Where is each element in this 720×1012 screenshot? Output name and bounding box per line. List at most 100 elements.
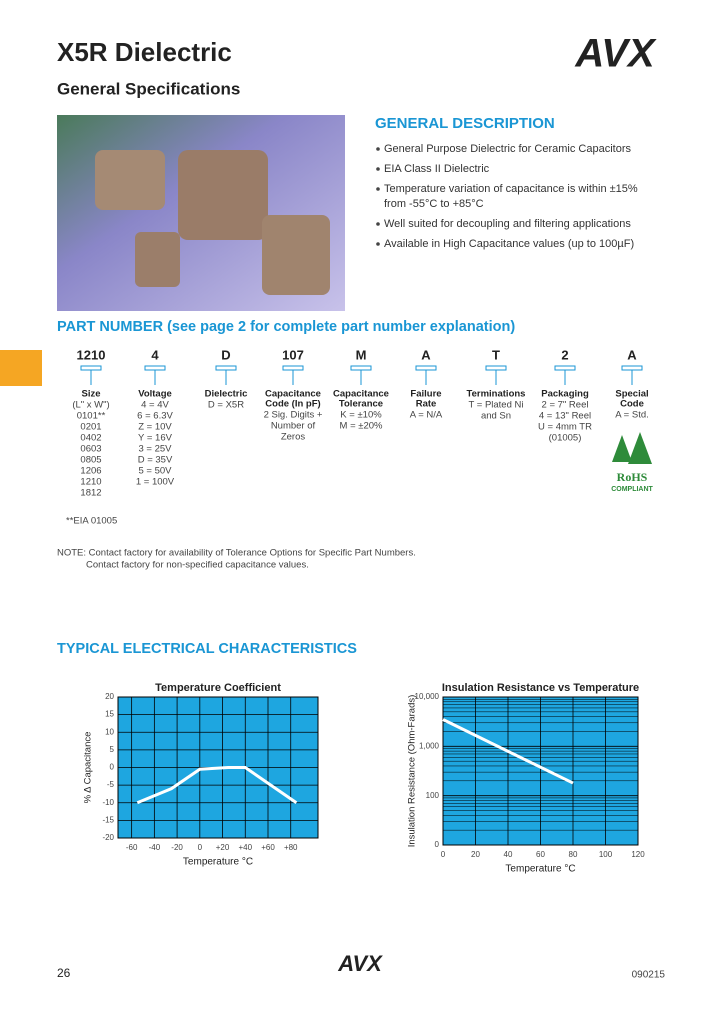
- bullet-text: General Purpose Dielectric for Ceramic C…: [384, 143, 631, 155]
- y-tick-label: 10,000: [415, 692, 440, 701]
- column-label: Packaging: [541, 389, 589, 400]
- column-line: D = 35V: [138, 455, 173, 466]
- bullet-dot: [376, 187, 380, 191]
- column-line: 0805: [80, 455, 101, 466]
- column-line: 0101**: [77, 411, 106, 422]
- column-label: Dielectric: [205, 389, 248, 400]
- column-line: (L" x W"): [72, 400, 109, 411]
- title: X5R Dielectric: [57, 37, 232, 67]
- data-line: [442, 718, 574, 785]
- column-line: Y = 16V: [138, 433, 173, 444]
- x-tick-label: +20: [216, 843, 230, 852]
- bullet-dot: [376, 167, 380, 171]
- x-tick-label: 20: [471, 850, 480, 859]
- side-tab: [0, 350, 42, 386]
- x-axis-label: Temperature °C: [183, 857, 253, 868]
- column-line: (01005): [549, 433, 582, 444]
- x-tick-label: +40: [238, 843, 252, 852]
- bullet-text: EIA Class II Dielectric: [384, 163, 490, 175]
- x-tick-label: 100: [599, 850, 613, 859]
- part-code: 4: [151, 347, 159, 362]
- column-line: K = ±10%: [340, 410, 382, 421]
- part-code: 107: [282, 347, 304, 362]
- capacitor: [135, 232, 180, 287]
- capacitor: [178, 150, 268, 240]
- code-bracket: [144, 365, 166, 371]
- column-label: Code: [620, 399, 644, 410]
- x-tick-label: 80: [569, 850, 578, 859]
- x-tick-label: +80: [284, 843, 298, 852]
- x-tick-label: 60: [536, 850, 545, 859]
- column-label: Terminations: [467, 389, 526, 400]
- code-bracket: [282, 365, 304, 371]
- code-bracket: [415, 365, 437, 371]
- part-code: D: [221, 347, 230, 362]
- bullet-dot: [376, 222, 380, 226]
- logo: AVX: [574, 32, 657, 76]
- y-tick-label: 10: [105, 727, 114, 736]
- note: Contact factory for non-specified capaci…: [86, 560, 309, 571]
- chart-title: Temperature Coefficient: [155, 682, 281, 694]
- code-bracket: [621, 365, 643, 371]
- column-line: 6 = 6.3V: [137, 411, 173, 422]
- column-line: 2 = 7" Reel: [542, 400, 589, 411]
- part-code: A: [421, 347, 431, 362]
- column-line: M = ±20%: [340, 421, 384, 432]
- column-line: Z = 10V: [138, 422, 172, 433]
- bullet-dot: [376, 147, 380, 151]
- capacitor: [262, 215, 330, 295]
- column-label: Special: [615, 389, 648, 400]
- x-tick-label: -40: [149, 843, 161, 852]
- rohs-sub: COMPLIANT: [611, 486, 653, 493]
- column-line: 0603: [80, 444, 101, 455]
- column-line: 2 Sig. Digits +: [264, 410, 323, 421]
- tree: [628, 432, 652, 464]
- chart-title: Insulation Resistance vs Temperature: [442, 682, 639, 694]
- y-tick-label: 0: [110, 763, 115, 772]
- y-tick-label: -10: [102, 798, 114, 807]
- x-tick-label: 120: [631, 850, 645, 859]
- code-bracket: [350, 365, 372, 371]
- section-heading: PART NUMBER (see page 2 for complete par…: [57, 319, 515, 335]
- column-line: Zeros: [281, 432, 306, 443]
- y-axis-label: % Δ Capacitance: [83, 732, 94, 804]
- y-tick-label: 100: [426, 791, 440, 800]
- rohs-trees: [612, 432, 652, 464]
- x-tick-label: 0: [198, 843, 203, 852]
- part-code: 2: [561, 347, 568, 362]
- section-heading: TYPICAL ELECTRICAL CHARACTERISTICS: [57, 641, 357, 657]
- column-line: 1812: [80, 488, 101, 499]
- x-tick-label: 40: [504, 850, 513, 859]
- x-tick-label: -60: [126, 843, 138, 852]
- column-line: 4 = 13" Reel: [539, 411, 591, 422]
- part-code: A: [627, 347, 637, 362]
- part-code: M: [356, 347, 367, 362]
- column-line: 1 = 100V: [136, 477, 175, 488]
- rohs: RoHS: [617, 470, 648, 484]
- x-tick-label: 0: [441, 850, 446, 859]
- note: NOTE: Contact factory for availability o…: [57, 548, 416, 559]
- column-line: 5 = 50V: [138, 466, 172, 477]
- y-tick-label: 1,000: [419, 741, 440, 750]
- y-tick-label: -15: [102, 815, 114, 824]
- y-tick-label: 5: [110, 745, 115, 754]
- x-tick-label: +60: [261, 843, 275, 852]
- column-label: Failure: [410, 389, 441, 400]
- data-line: [136, 766, 298, 805]
- column-line: A = N/A: [410, 410, 443, 421]
- column-label: Rate: [416, 399, 437, 410]
- column-label: Capacitance: [265, 389, 321, 400]
- column-label: Size: [81, 389, 100, 400]
- y-tick-label: 0: [435, 840, 440, 849]
- code-bracket: [554, 365, 576, 371]
- x-axis-label: Temperature °C: [505, 864, 575, 875]
- column-line: 0402: [80, 433, 101, 444]
- column-label: Voltage: [138, 389, 172, 400]
- footnote: **EIA 01005: [66, 516, 117, 527]
- bullet-text: Available in High Capacitance values (up…: [384, 238, 634, 250]
- column-line: 0201: [80, 422, 101, 433]
- page-number: 26: [57, 966, 71, 980]
- bullet-text: from -55°C to +85°C: [384, 198, 484, 210]
- doc-code: 090215: [632, 970, 666, 981]
